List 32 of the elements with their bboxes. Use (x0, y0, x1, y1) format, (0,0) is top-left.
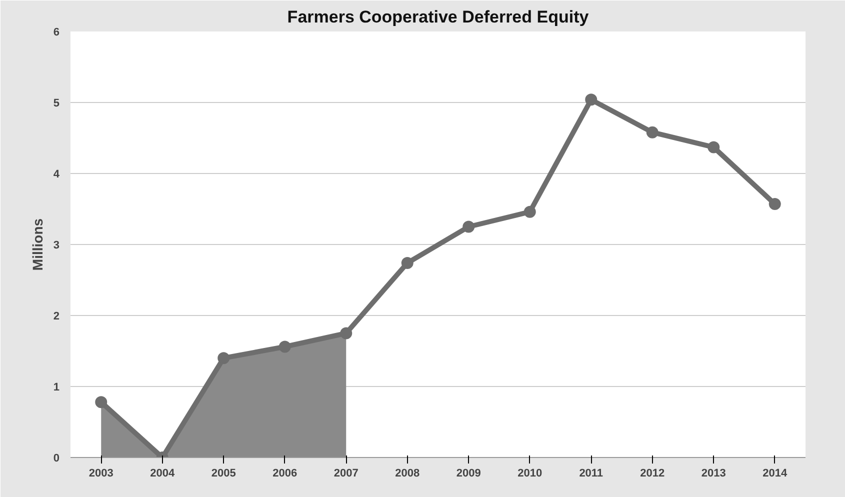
y-tick-label: 1 (53, 382, 60, 394)
x-tick-label: 2005 (211, 468, 236, 480)
point (340, 327, 352, 340)
y-axis-title: Millions (29, 218, 46, 271)
x-tick-label: 2011 (579, 468, 604, 480)
point (401, 256, 414, 269)
y-tick-label: 5 (53, 98, 60, 110)
x-tick-label: 2014 (762, 468, 788, 480)
x-tick-label: 2007 (334, 468, 358, 480)
point (585, 94, 598, 106)
y-tick-label: 3 (53, 240, 60, 252)
x-tick-label: 2004 (150, 468, 176, 480)
point (646, 126, 658, 138)
point (524, 206, 536, 218)
x-tick-label: 2003 (88, 468, 114, 480)
point (95, 396, 108, 408)
x-tick-label: 2006 (272, 468, 298, 480)
chart-title: Farmers Cooperative Deferred Equity (287, 8, 590, 26)
y-tick-label: 2 (53, 310, 60, 322)
point (462, 220, 475, 233)
x-tick-label: 2013 (701, 468, 726, 480)
x-tick-label: 2012 (640, 468, 665, 480)
point (218, 352, 230, 364)
point (708, 141, 720, 154)
y-tick-label: 4 (53, 168, 60, 180)
y-tick-label: 0 (53, 452, 60, 464)
x-tick-label: 2009 (456, 468, 481, 480)
x-tick-label: 2010 (518, 468, 542, 480)
point (278, 340, 291, 353)
y-tick-label: 6 (53, 26, 60, 38)
x-tick-label: 2008 (395, 468, 420, 480)
point (768, 198, 781, 210)
